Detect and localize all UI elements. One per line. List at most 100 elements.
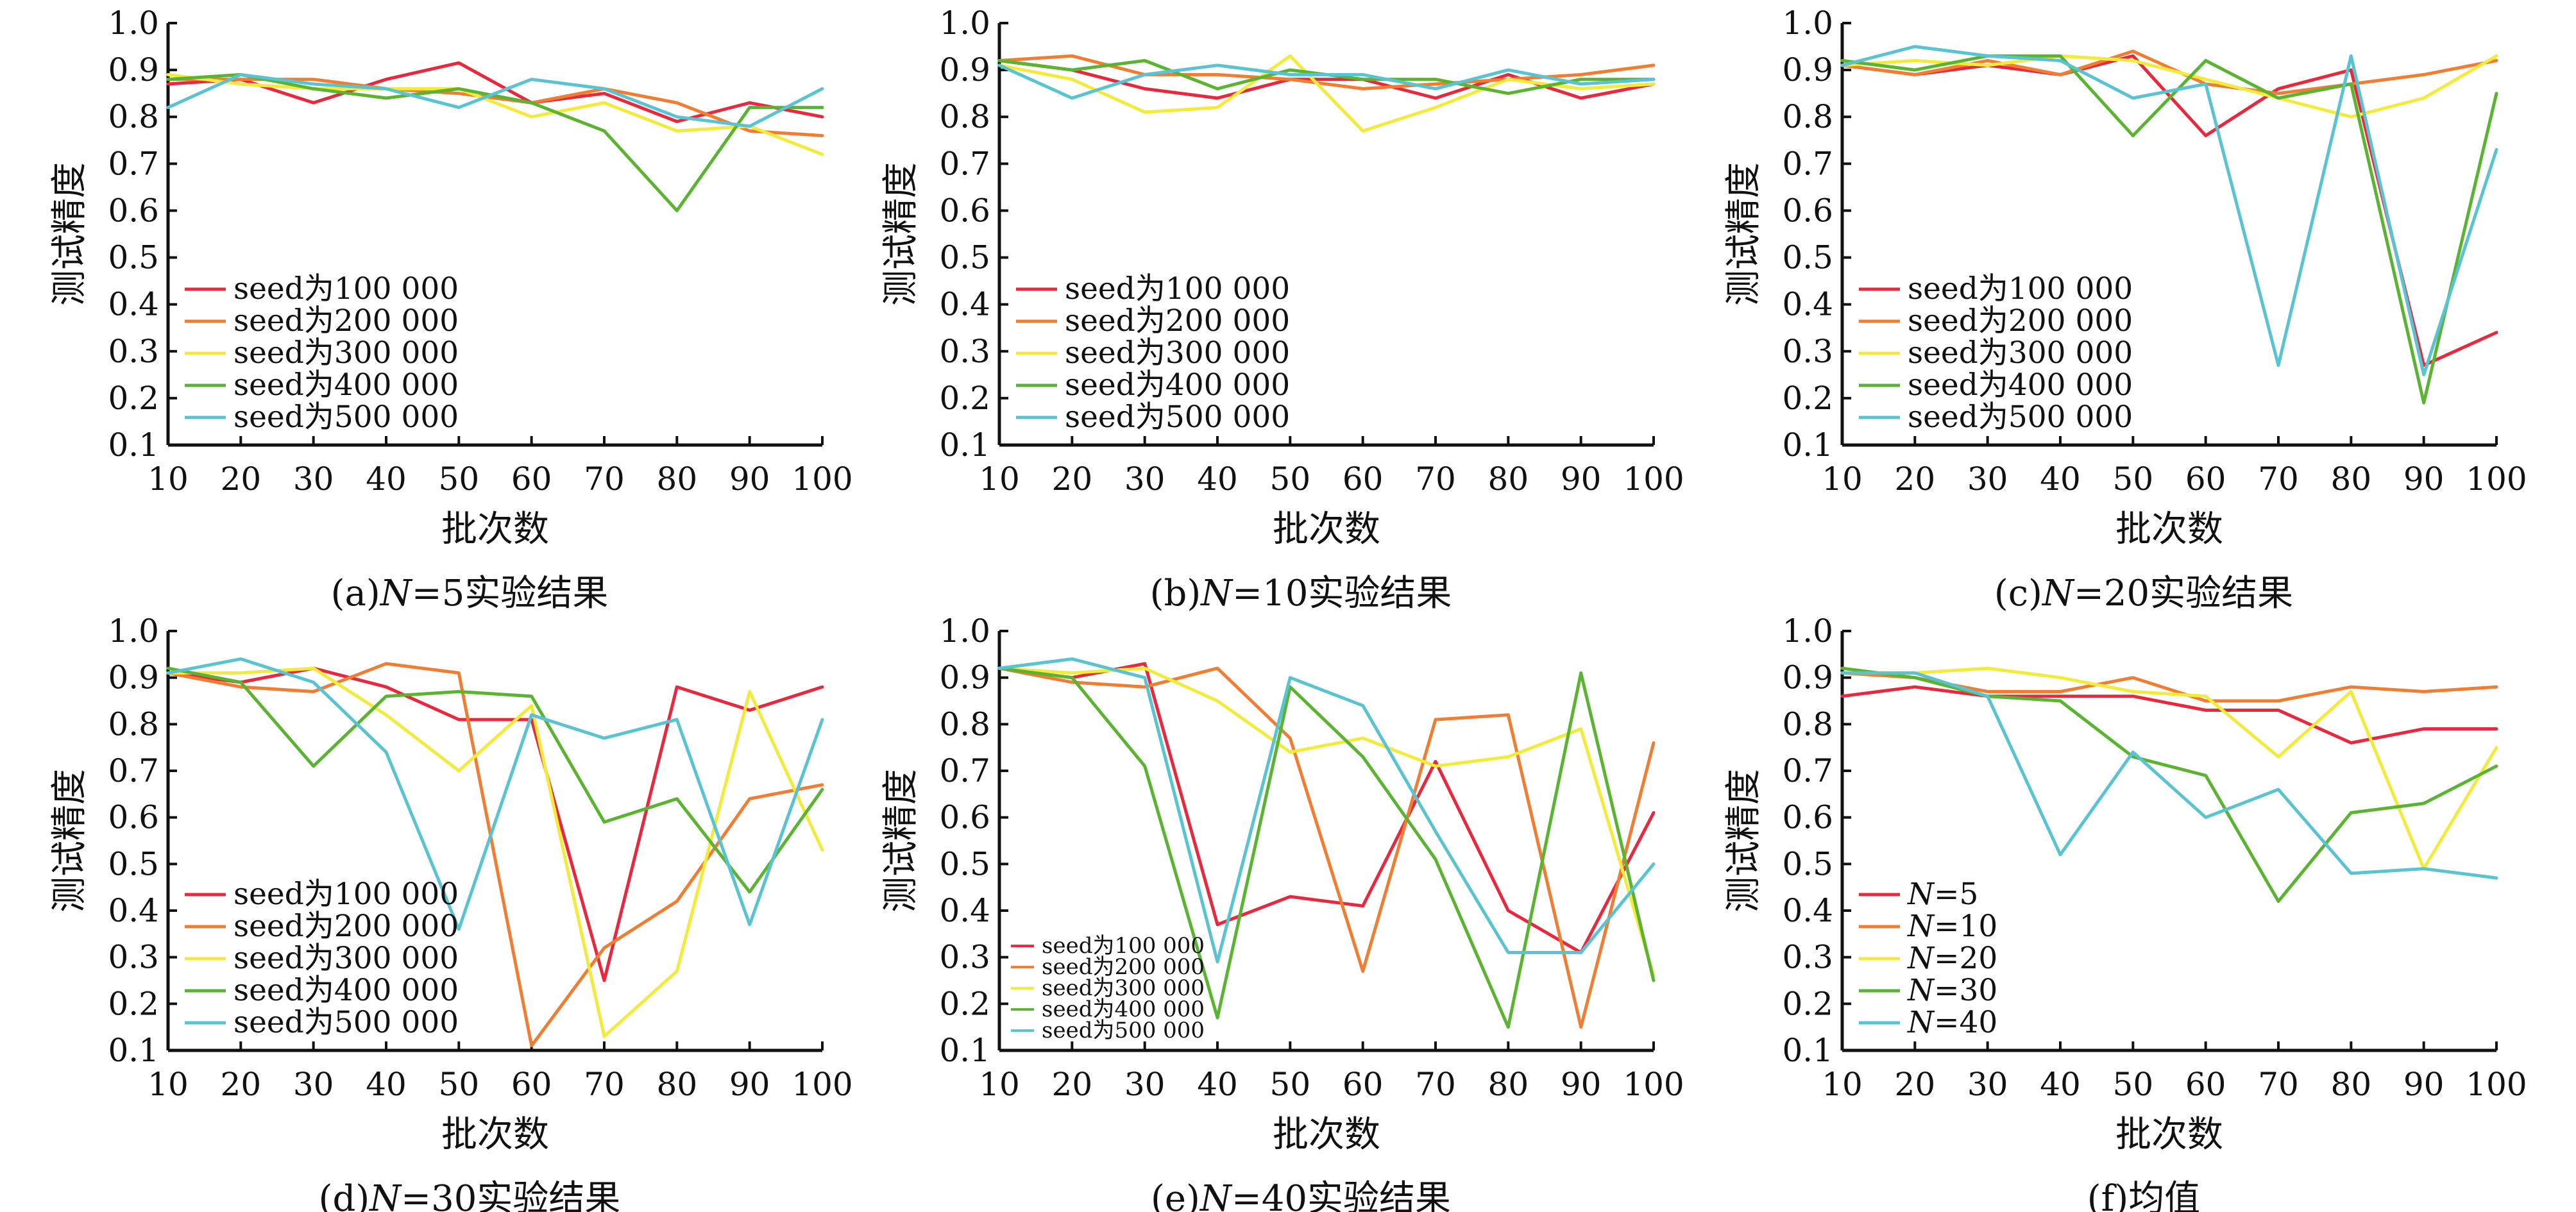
y-tick-label: 0.3	[1782, 939, 1833, 976]
y-tick-label: 0.3	[1782, 333, 1833, 370]
chart-panel-f: 0.1 0.2 0.3 0.4 0.5 0.6 0.7 0.8 0.9 1.0 10 20 30 40 50…	[1723, 612, 2527, 1212]
x-tick-label: 90	[729, 1066, 770, 1103]
y-tick-label: 0.7	[939, 145, 990, 182]
series-line-4	[1840, 54, 2498, 405]
legend-label: seed为500 000	[233, 1005, 459, 1040]
chart-caption: (a)N=5实验结果	[331, 573, 609, 614]
x-tick-label: 80	[1488, 1066, 1529, 1103]
x-tick-label: 30	[293, 1066, 334, 1103]
series-line-5	[997, 63, 1656, 100]
legend-label: seed为400 000	[1042, 997, 1205, 1022]
y-tick-label: 0.9	[108, 659, 159, 696]
x-tick-label: 50	[2113, 460, 2154, 498]
legend-label: seed为400 000	[1908, 367, 2133, 403]
series-line-5	[1840, 671, 2498, 880]
legend-label: seed为100 000	[233, 877, 459, 912]
x-tick-label: 30	[1124, 460, 1165, 498]
y-tick-label: 0.1	[939, 1032, 990, 1069]
x-tick-label: 50	[439, 460, 480, 498]
y-tick-label: 0.6	[939, 799, 990, 836]
y-tick-label: 0.5	[1782, 845, 1833, 882]
legend-label: seed为300 000	[1042, 975, 1205, 1001]
y-tick-label: 0.4	[1782, 892, 1833, 929]
x-tick-label: 100	[1623, 460, 1684, 498]
series-line-3	[166, 72, 824, 156]
legend-label: seed为100 000	[1065, 271, 1290, 307]
y-tick-label: 0.2	[939, 380, 990, 417]
y-tick-label: 0.7	[1782, 752, 1833, 789]
x-axis-label: 批次数	[441, 1114, 549, 1156]
x-tick-label: 40	[1197, 1066, 1238, 1103]
x-tick-label: 100	[2466, 460, 2527, 498]
x-tick-label: 30	[1124, 1066, 1165, 1103]
y-tick-label: 0.7	[108, 752, 159, 789]
y-tick-label: 0.2	[108, 985, 159, 1022]
legend-label: seed为500 000	[1908, 400, 2133, 435]
y-tick-label: 0.1	[108, 426, 159, 464]
y-tick-label: 0.3	[939, 939, 990, 976]
series-line-2	[1840, 49, 2498, 96]
y-tick-label: 0.3	[108, 333, 159, 370]
y-tick-label: 0.4	[939, 286, 990, 323]
series-line-1	[166, 666, 824, 982]
x-tick-label: 10	[979, 460, 1020, 498]
y-tick-label: 0.5	[939, 845, 990, 882]
y-tick-label: 0.5	[939, 239, 990, 276]
x-tick-label: 10	[979, 1066, 1020, 1103]
y-axis-label: 测试精度	[880, 162, 922, 306]
legend-label: seed为300 000	[1065, 335, 1290, 371]
y-tick-label: 0.8	[1782, 98, 1833, 135]
x-tick-label: 60	[1343, 460, 1384, 498]
legend-label: N=10	[1907, 909, 1997, 944]
legend-label: seed为400 000	[1065, 367, 1290, 403]
x-tick-label: 10	[148, 1066, 189, 1103]
x-axis-label: 批次数	[2115, 1114, 2223, 1156]
y-tick-label: 1.0	[1782, 4, 1833, 42]
series-line-3	[997, 666, 1656, 978]
legend-label: seed为300 000	[233, 335, 459, 371]
x-tick-label: 90	[2403, 1066, 2445, 1103]
chart-panel-a: 0.1 0.2 0.3 0.4 0.5 0.6 0.7 0.8 0.9 1.0 10 20 30 40 50…	[49, 4, 853, 614]
x-tick-label: 80	[1488, 460, 1529, 498]
y-tick-label: 0.8	[108, 98, 159, 135]
x-axis-label: 批次数	[1273, 509, 1380, 550]
series-line-4	[997, 666, 1656, 1029]
y-tick-label: 1.0	[939, 612, 990, 650]
legend-label: seed为400 000	[233, 973, 459, 1008]
chart-caption: (e)N=40实验结果	[1151, 1178, 1451, 1212]
x-tick-label: 10	[1822, 1066, 1863, 1103]
y-tick-label: 0.9	[939, 659, 990, 696]
y-tick-label: 0.6	[108, 192, 159, 229]
y-tick-label: 0.4	[108, 286, 159, 323]
legend-label: seed为200 000	[1908, 303, 2133, 339]
y-tick-label: 0.3	[108, 939, 159, 976]
x-tick-label: 60	[511, 1066, 552, 1103]
y-tick-label: 0.2	[108, 380, 159, 417]
x-tick-label: 40	[366, 460, 407, 498]
y-tick-label: 0.7	[108, 145, 159, 182]
x-tick-label: 30	[293, 460, 334, 498]
y-axis-label: 测试精度	[1723, 769, 1765, 913]
x-tick-label: 70	[1415, 1066, 1456, 1103]
legend-label: seed为200 000	[1042, 954, 1205, 980]
y-tick-label: 0.8	[939, 98, 990, 135]
y-tick-label: 0.8	[939, 705, 990, 743]
x-tick-label: 70	[2258, 1066, 2299, 1103]
x-tick-label: 20	[1895, 1066, 1936, 1103]
x-tick-label: 100	[1623, 1066, 1684, 1103]
y-tick-label: 0.5	[108, 239, 159, 276]
x-tick-label: 20	[221, 460, 262, 498]
x-tick-label: 100	[792, 460, 852, 498]
x-tick-label: 40	[2040, 460, 2081, 498]
x-tick-label: 70	[584, 460, 625, 498]
y-tick-label: 0.8	[1782, 705, 1833, 743]
legend-label: seed为500 000	[233, 400, 459, 435]
x-tick-label: 30	[1967, 460, 2008, 498]
series-line-3	[1840, 666, 2498, 871]
legend-label: seed为200 000	[1065, 303, 1290, 339]
y-tick-label: 0.9	[1782, 659, 1833, 696]
chart-caption: (c)N=20实验结果	[1994, 573, 2293, 614]
x-tick-label: 20	[221, 1066, 262, 1103]
x-tick-label: 90	[729, 460, 770, 498]
